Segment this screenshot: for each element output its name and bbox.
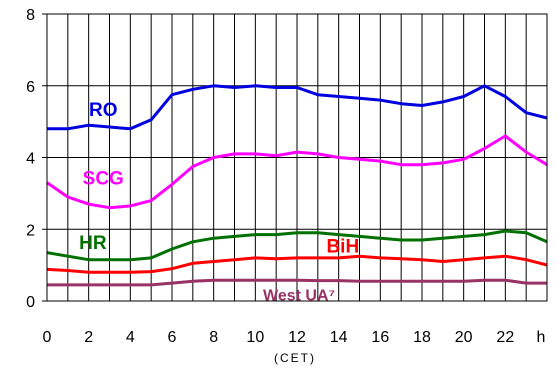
y-tick-label: 0 [26, 294, 35, 311]
y-tick-label: 4 [26, 151, 35, 168]
x-tick-label: 4 [126, 329, 135, 346]
series-label-bih: BiH [326, 237, 359, 258]
x-tick-label: 16 [371, 329, 389, 346]
series-labels: RO SCG HR BiH West UA⁷ [79, 100, 359, 304]
x-axis-unit-label: h [537, 329, 546, 346]
x-tick-label: 8 [209, 329, 218, 346]
x-axis-caption: (CET) [274, 351, 316, 365]
y-tick-label: 8 [26, 7, 35, 24]
x-tick-label: 20 [455, 329, 473, 346]
series-label-scg: SCG [83, 168, 124, 189]
series-line-hr [46, 229, 548, 262]
series-label-hr: HR [79, 233, 107, 254]
series-label-ro: RO [89, 100, 118, 121]
x-tick-label: 18 [413, 329, 431, 346]
x-tick-label: 10 [246, 329, 264, 346]
x-axis-ticks: 0 2 4 6 8 10 12 14 16 18 20 22 [43, 329, 515, 346]
series-line-ro [47, 84, 548, 131]
x-tick-label: 6 [168, 329, 177, 346]
x-tick-label: 22 [496, 329, 514, 346]
y-tick-label: 6 [26, 79, 35, 96]
series-label-west-ua-: West UA⁷ [263, 287, 335, 304]
y-tick-label: 2 [26, 222, 35, 239]
series-line-scg [46, 134, 548, 210]
x-tick-label: 0 [43, 329, 52, 346]
series-line-west-ua- [47, 278, 547, 287]
series-line-bih [46, 254, 548, 274]
x-tick-label: 2 [84, 329, 93, 346]
x-tick-label: 12 [288, 329, 306, 346]
series-lines [46, 84, 548, 287]
x-tick-label: 14 [330, 329, 348, 346]
y-axis-ticks: 0 2 4 6 8 [26, 7, 47, 311]
